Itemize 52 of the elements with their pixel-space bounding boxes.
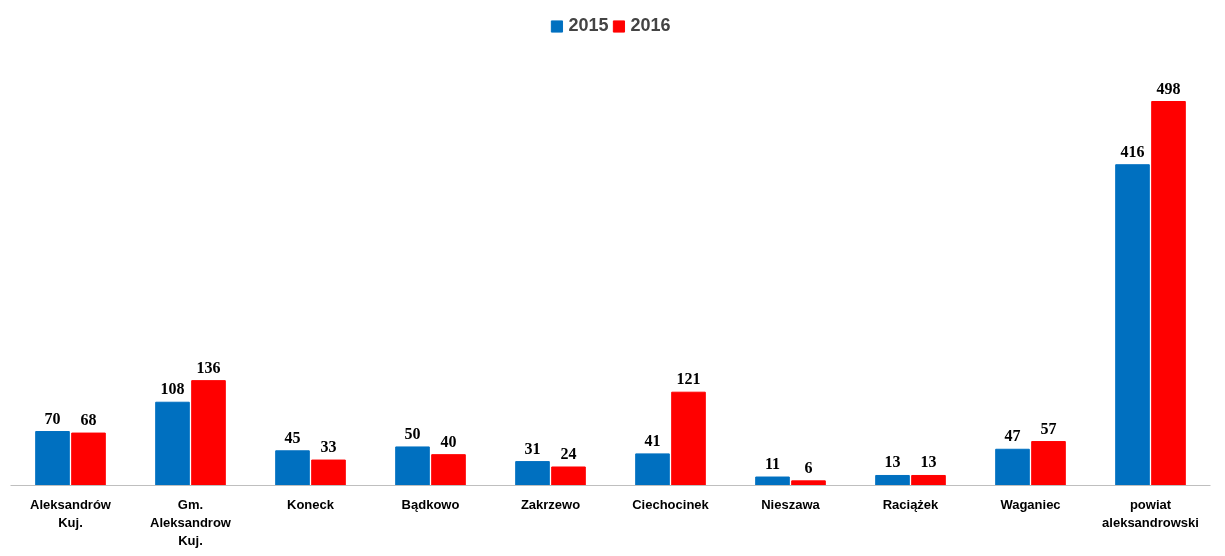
bar bbox=[515, 461, 550, 486]
bar bbox=[35, 431, 70, 486]
x-tick-label: Bądkowo bbox=[401, 496, 460, 512]
bar bbox=[911, 474, 946, 486]
data-label: 498 bbox=[1156, 79, 1181, 97]
bar bbox=[671, 391, 706, 486]
legend-label: 2015 bbox=[568, 15, 609, 36]
legend-label: 2016 bbox=[630, 15, 671, 36]
data-label: 70 bbox=[44, 409, 61, 427]
x-tick-label: Ciechocinek bbox=[632, 496, 710, 512]
data-label: 45 bbox=[284, 428, 301, 446]
bar bbox=[275, 450, 310, 486]
data-label: 68 bbox=[80, 411, 97, 429]
bar bbox=[791, 480, 826, 486]
bar bbox=[551, 466, 586, 486]
data-label: 13 bbox=[920, 453, 937, 471]
x-tick-label: Aleksandrów Kuj. bbox=[30, 496, 112, 530]
data-label: 108 bbox=[160, 380, 185, 398]
bar bbox=[431, 454, 466, 486]
data-label: 47 bbox=[1004, 427, 1021, 445]
data-label: 13 bbox=[884, 453, 901, 471]
bar bbox=[995, 448, 1030, 486]
bar bbox=[191, 380, 226, 486]
data-label: 41 bbox=[644, 431, 661, 449]
x-tick-label: Raciążek bbox=[882, 496, 940, 512]
bar bbox=[755, 476, 790, 486]
data-label: 50 bbox=[404, 424, 421, 442]
data-label: 40 bbox=[440, 432, 457, 450]
bar bbox=[1031, 441, 1066, 486]
data-label: 136 bbox=[196, 358, 221, 376]
x-tick-label: Waganiec bbox=[1000, 496, 1061, 512]
data-label: 33 bbox=[320, 438, 337, 456]
bar bbox=[71, 432, 106, 486]
data-label: 121 bbox=[676, 370, 701, 388]
x-tick-label: Gm. Aleksandrow Kuj. bbox=[150, 496, 232, 548]
bar bbox=[311, 459, 346, 486]
data-label: 24 bbox=[560, 444, 577, 462]
x-tick-label: powiat aleksandrowski bbox=[1102, 496, 1199, 530]
bar bbox=[635, 453, 670, 486]
data-label: 11 bbox=[764, 455, 781, 473]
data-label: 31 bbox=[524, 439, 541, 457]
x-tick-label: Nieszawa bbox=[761, 496, 821, 512]
bar bbox=[1151, 101, 1186, 486]
data-label: 57 bbox=[1040, 419, 1057, 437]
x-tick-label: Koneck bbox=[287, 496, 335, 512]
bar bbox=[155, 401, 190, 486]
bar bbox=[875, 474, 910, 486]
data-label: 416 bbox=[1120, 142, 1145, 160]
data-label: 6 bbox=[804, 458, 813, 476]
bar bbox=[395, 446, 430, 486]
bar bbox=[1115, 164, 1150, 486]
x-tick-label: Zakrzewo bbox=[520, 496, 581, 512]
